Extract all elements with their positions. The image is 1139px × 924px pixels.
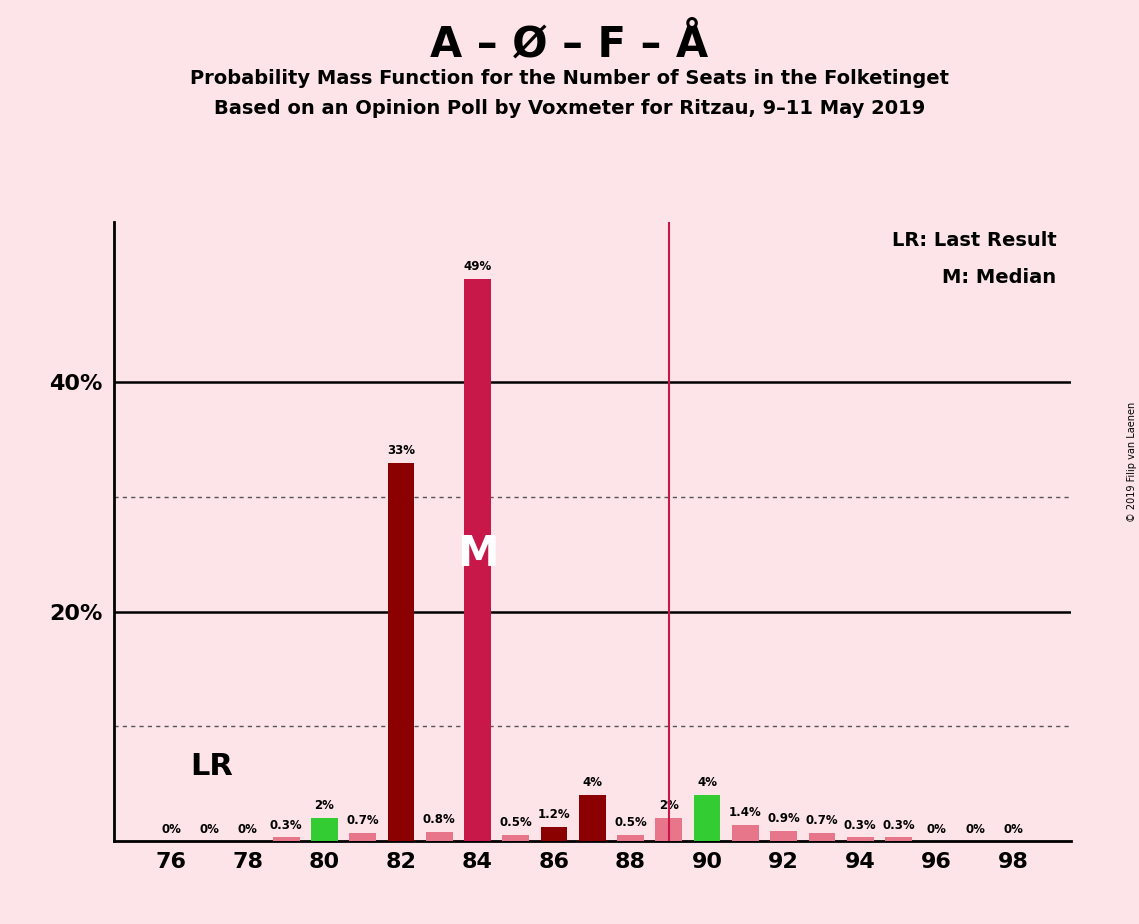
Text: Based on an Opinion Poll by Voxmeter for Ritzau, 9–11 May 2019: Based on an Opinion Poll by Voxmeter for… [214,99,925,118]
Text: 0.8%: 0.8% [423,813,456,826]
Bar [885,837,912,841]
Bar [579,795,606,841]
Bar [694,795,721,841]
Text: LR: Last Result: LR: Last Result [892,231,1056,250]
Text: 0.9%: 0.9% [768,812,800,825]
Text: M: Median: M: Median [942,268,1056,287]
Text: LR: LR [190,752,233,781]
Bar [387,463,415,841]
Bar [617,835,644,841]
Bar [770,831,797,841]
Text: 0%: 0% [1003,823,1023,836]
Text: 1.4%: 1.4% [729,806,762,819]
Text: A – Ø – F – Å: A – Ø – F – Å [431,23,708,65]
Text: 49%: 49% [464,261,492,274]
Text: 0.3%: 0.3% [844,819,877,832]
Bar [732,825,759,841]
Text: 1.2%: 1.2% [538,808,571,821]
Text: Probability Mass Function for the Number of Seats in the Folketinget: Probability Mass Function for the Number… [190,69,949,89]
Text: 0.5%: 0.5% [614,817,647,830]
Bar [502,835,530,841]
Text: 0%: 0% [965,823,985,836]
Text: 2%: 2% [658,799,679,812]
Text: 0%: 0% [199,823,220,836]
Text: 0%: 0% [238,823,257,836]
Text: 0.7%: 0.7% [346,814,379,827]
Bar [655,818,682,841]
Text: 2%: 2% [314,799,335,812]
Text: 0.5%: 0.5% [499,817,532,830]
Text: 33%: 33% [387,444,415,456]
Text: 0%: 0% [162,823,181,836]
Bar [464,279,491,841]
Bar [350,833,376,841]
Text: 0.7%: 0.7% [805,814,838,827]
Bar [272,837,300,841]
Text: © 2019 Filip van Laenen: © 2019 Filip van Laenen [1126,402,1137,522]
Text: 0%: 0% [927,823,947,836]
Bar [846,837,874,841]
Text: 0.3%: 0.3% [270,819,303,832]
Text: 4%: 4% [697,776,718,789]
Bar [426,832,452,841]
Text: M: M [457,533,498,576]
Text: 0.3%: 0.3% [882,819,915,832]
Bar [809,833,835,841]
Text: 4%: 4% [582,776,603,789]
Bar [541,827,567,841]
Bar [311,818,338,841]
